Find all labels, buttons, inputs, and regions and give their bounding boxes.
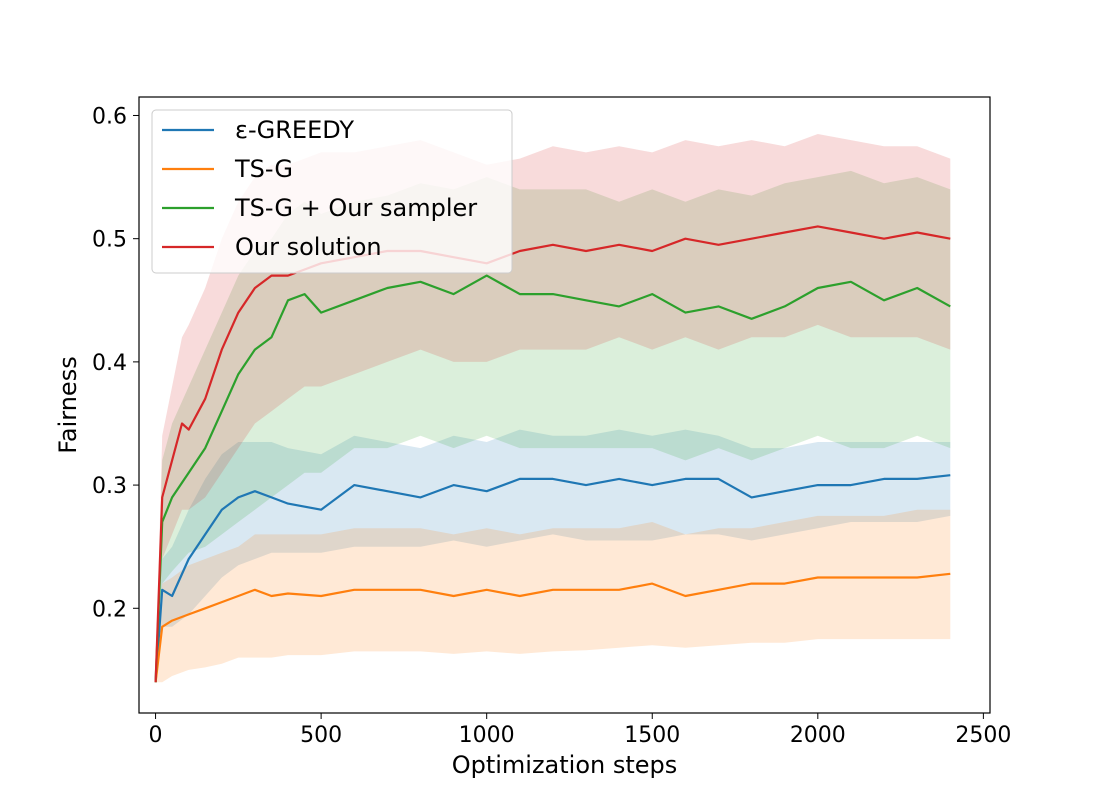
legend-label-ts-g-our-sampler: TS-G + Our sampler xyxy=(234,194,477,222)
band-epsilon-greedy xyxy=(155,429,951,683)
x-tick-label: 1500 xyxy=(624,723,680,748)
y-tick-label: 0.2 xyxy=(92,597,127,622)
y-tick-label: 0.5 xyxy=(92,228,127,253)
x-tick-label: 2000 xyxy=(790,723,846,748)
legend-label-ts-g: TS-G xyxy=(234,155,293,183)
line-epsilon-greedy xyxy=(154,474,951,683)
x-tick-label: 500 xyxy=(300,723,342,748)
line-ts-g xyxy=(154,572,951,683)
x-tick-label: 1000 xyxy=(459,723,515,748)
legend-box xyxy=(151,109,513,274)
legend-label-epsilon-greedy: ε-GREEDY xyxy=(235,116,354,144)
legend-label-our-solution: Our solution xyxy=(235,233,382,261)
x-axis-ticks: 0 500 1000 1500 2000 2500 xyxy=(149,713,1011,748)
y-axis-ticks: 0.2 0.3 0.4 0.5 0.6 xyxy=(92,104,139,622)
band-ts-g-our-sampler xyxy=(155,170,951,683)
y-tick-label: 0.4 xyxy=(92,351,127,376)
line-ts-g-our-sampler xyxy=(154,274,951,683)
x-tick-label: 2500 xyxy=(955,723,1011,748)
x-axis-label: Optimization steps xyxy=(452,751,678,779)
plot-frame xyxy=(138,96,991,714)
band-ts-g xyxy=(155,509,951,683)
x-tick-label: 0 xyxy=(149,723,163,748)
y-tick-label: 0.3 xyxy=(92,474,127,499)
legend: ε-GREEDY TS-G TS-G + Our sampler Our soluti… xyxy=(151,109,513,274)
y-tick-label: 0.6 xyxy=(92,104,127,129)
y-axis-label: Fairness xyxy=(54,356,82,453)
